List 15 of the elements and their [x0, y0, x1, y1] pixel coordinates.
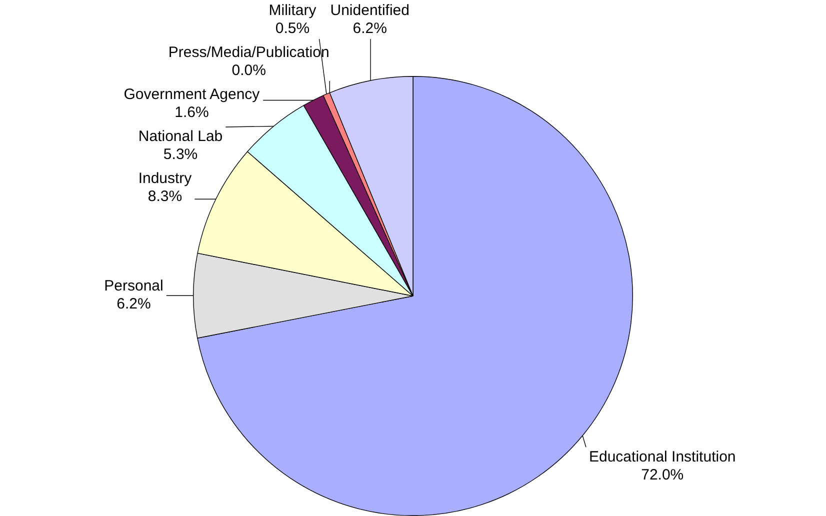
data-label: 5.3% — [163, 146, 198, 164]
data-label: 1.6% — [174, 104, 209, 122]
slice-label: Industry — [138, 170, 192, 188]
data-label: 0.5% — [275, 20, 310, 38]
text: 0.0% — [232, 62, 266, 80]
data-label: 6.2% — [116, 296, 151, 313]
slice-label: Personal — [104, 278, 164, 295]
slice-label: Military — [268, 2, 317, 20]
slice-label: National Lab — [138, 128, 223, 146]
slice-label: Educational Institution — [588, 448, 736, 466]
slice-label: Government Agency — [124, 86, 260, 104]
data-label: 6.2% — [352, 20, 387, 38]
data-label: 72.0% — [641, 466, 684, 484]
data-label: 8.3% — [148, 188, 182, 206]
slice-label: Unidentified — [330, 2, 410, 20]
